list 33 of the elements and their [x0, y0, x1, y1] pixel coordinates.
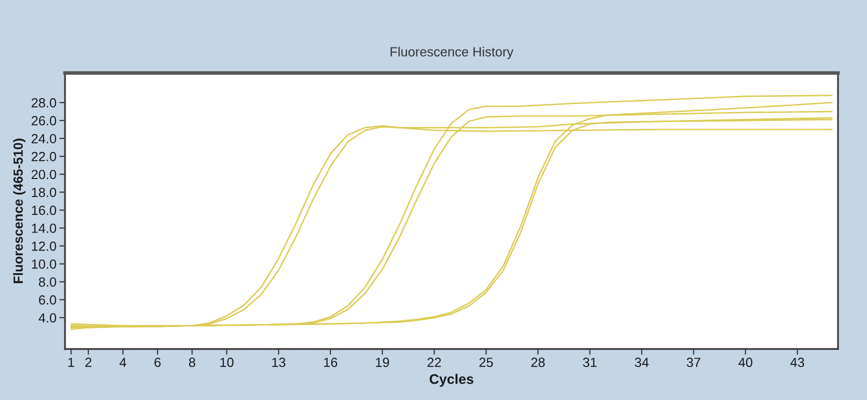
y-tick-label: 20.0: [32, 170, 56, 180]
y-tick-label: 4.0: [38, 313, 56, 323]
y-tick-label: 22.0: [32, 152, 56, 162]
x-tick-label: 34: [634, 358, 649, 368]
x-tick-label: 16: [324, 358, 338, 368]
x-tick-label: 40: [738, 358, 752, 368]
x-tick-label: 43: [790, 358, 804, 368]
x-tick-label: 13: [272, 358, 286, 368]
x-tick-label: 19: [376, 358, 390, 368]
y-tick-label: 16.0: [32, 206, 56, 216]
x-axis-title: Cycles: [430, 374, 474, 387]
x-tick-label: 31: [583, 358, 597, 368]
x-tick-label: 28: [531, 358, 545, 368]
y-tick-label: 14.0: [32, 224, 56, 233]
x-tick-label: 22: [428, 358, 441, 367]
chart-title: Fluorescence History: [390, 46, 514, 60]
x-tick-label: 2: [85, 358, 92, 367]
y-tick-label: 12.0: [32, 242, 56, 251]
x-tick-label: 25: [479, 358, 493, 368]
y-axis-title: Fluorescence (465-510): [13, 138, 26, 284]
x-tick-label: 4: [120, 358, 126, 367]
y-tick-label: 8.0: [38, 277, 56, 287]
x-tick-label: 1: [68, 358, 74, 367]
x-tick-label: 37: [686, 358, 700, 368]
y-tick-label: 18.0: [32, 188, 56, 198]
y-tick-label: 6.0: [38, 295, 56, 305]
y-tick-label: 28.0: [32, 98, 56, 108]
x-tick-label: 10: [220, 358, 234, 368]
x-tick-label: 6: [154, 358, 161, 368]
y-tick-label: 26.0: [32, 116, 56, 126]
y-tick-label: 24.0: [32, 134, 56, 144]
y-tick-label: 10.0: [32, 259, 56, 269]
x-tick-label: 8: [189, 358, 196, 368]
